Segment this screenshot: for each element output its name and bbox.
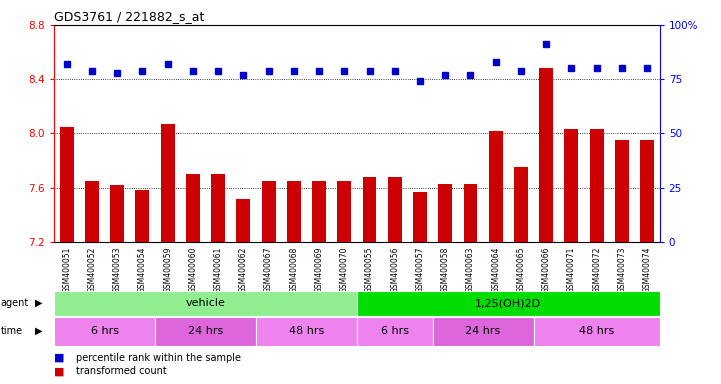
Bar	[136, 190, 149, 242]
Bar	[363, 177, 376, 242]
Bar	[312, 181, 326, 242]
Bar	[438, 184, 452, 242]
Bar	[640, 140, 654, 242]
Bar	[464, 184, 477, 242]
Bar	[413, 192, 427, 242]
Bar	[110, 185, 124, 242]
Bar	[357, 317, 433, 346]
Text: ■: ■	[54, 353, 65, 363]
Bar	[262, 181, 275, 242]
Bar	[54, 291, 357, 316]
Text: ▶: ▶	[35, 326, 42, 336]
Bar	[534, 317, 660, 346]
Bar	[615, 140, 629, 242]
Bar	[287, 181, 301, 242]
Text: 1,25(OH)2D: 1,25(OH)2D	[475, 298, 541, 308]
Text: 48 hrs: 48 hrs	[289, 326, 324, 336]
Bar	[236, 199, 250, 242]
Text: 6 hrs: 6 hrs	[381, 326, 409, 336]
Bar	[211, 174, 225, 242]
Text: ■: ■	[54, 366, 65, 376]
Text: transformed count: transformed count	[76, 366, 167, 376]
Text: 24 hrs: 24 hrs	[188, 326, 223, 336]
Bar	[539, 68, 553, 242]
Bar	[85, 181, 99, 242]
Bar	[60, 127, 74, 242]
Bar	[514, 167, 528, 242]
Bar	[155, 317, 256, 346]
Bar	[186, 174, 200, 242]
Text: 48 hrs: 48 hrs	[579, 326, 614, 336]
Bar	[337, 181, 351, 242]
Text: GDS3761 / 221882_s_at: GDS3761 / 221882_s_at	[54, 10, 205, 23]
Bar	[54, 317, 155, 346]
Text: 24 hrs: 24 hrs	[466, 326, 500, 336]
Bar	[489, 131, 503, 242]
Bar	[590, 129, 603, 242]
Bar	[388, 177, 402, 242]
Text: percentile rank within the sample: percentile rank within the sample	[76, 353, 241, 363]
Text: vehicle: vehicle	[185, 298, 226, 308]
Text: agent: agent	[1, 298, 29, 308]
Bar	[433, 317, 534, 346]
Bar	[256, 317, 357, 346]
Text: ▶: ▶	[35, 298, 42, 308]
Bar	[161, 124, 174, 242]
Text: 6 hrs: 6 hrs	[91, 326, 118, 336]
Text: time: time	[1, 326, 23, 336]
Bar	[565, 129, 578, 242]
Bar	[357, 291, 660, 316]
